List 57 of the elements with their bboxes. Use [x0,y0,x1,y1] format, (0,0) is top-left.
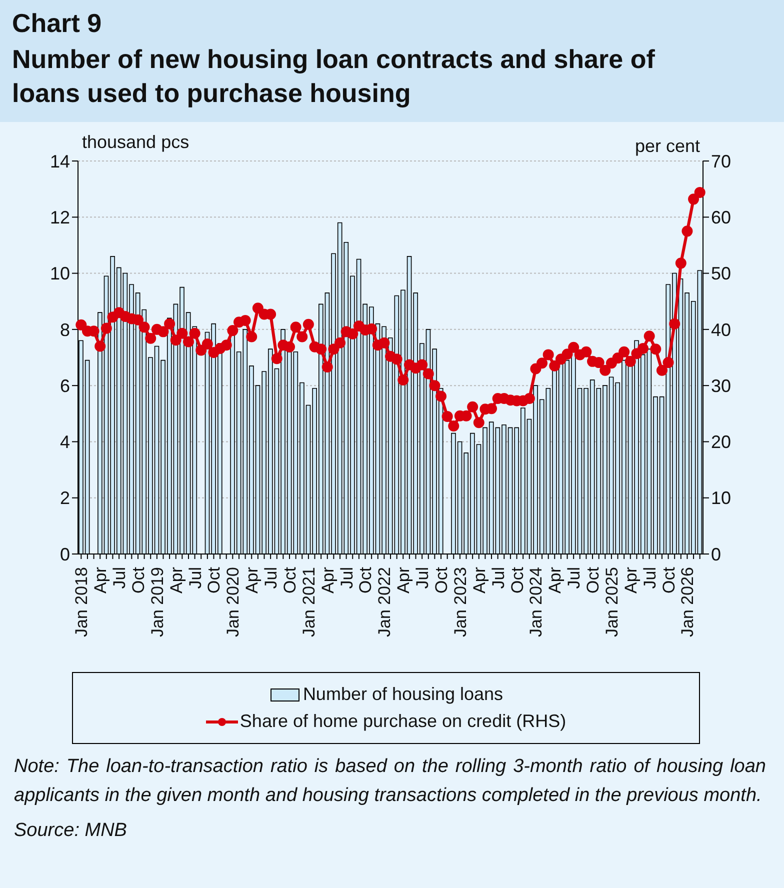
y2-tick-label: 0 [711,544,722,564]
x-tick-label: Apr [318,566,338,594]
y-tick-label: 10 [50,264,70,284]
y-tick-label: 4 [60,432,70,452]
x-tick-label: Jul [640,567,660,589]
text: Note: The loan-to-transaction ratio is based on the rolling 3-month ratio of housing loan applicants in the given month and housing transactions completed in the previous month. [14,755,766,808]
y2-axis-title: per cent [634,136,700,157]
x-tick-label: Jan 2025 [602,567,622,637]
y2-tick-label: 40 [711,320,732,340]
x-tick-label: Apr [166,566,186,594]
x-tick-label: Apr [621,566,640,594]
x-tick-label: Jan 2019 [148,567,167,637]
chart-subtitle: Number of new housing loan contracts and share of loans used to purchase housing [12,43,656,110]
y2-tick-label: 60 [711,208,732,228]
x-tick-label: Jul [413,567,432,589]
x-tick-label: Oct [659,566,678,594]
y2-tick-label: 30 [711,376,732,396]
chart-title: Chart 9 [12,8,102,39]
y-tick-label: 8 [60,320,70,340]
y2-tick-label: 70 [711,151,732,172]
x-tick-label: Jan 2024 [526,567,546,637]
x-tick-label: Oct [356,566,376,594]
legend-label: Share of home purchase on credit (RHS) [240,711,566,732]
y-tick-label: 0 [60,544,70,564]
y-axis-title: thousand pcs [82,132,190,153]
x-tick-label: Jan 2018 [72,567,92,637]
x-tick-label: Oct [584,566,603,594]
x-tick-label: Apr [394,566,414,594]
x-tick-label: Jan 2023 [450,567,470,637]
x-tick-label: Jan 2021 [299,567,318,637]
x-tick-label: Apr [470,566,489,594]
x-tick-label: Oct [280,566,300,594]
y2-tick-label: 50 [711,264,732,284]
x-tick-label: Jul [262,567,281,589]
x-tick-label: Apr [546,566,565,594]
legend-label: Number of housing loans [302,684,504,705]
y2-tick-label: 10 [711,488,732,508]
x-tick-label: Jul [564,567,584,589]
source-note: Source: MNB [14,819,128,843]
x-tick-label: Oct [204,566,224,594]
y-tick-label: 14 [50,151,70,172]
x-tick-label: Jul [337,567,356,589]
x-tick-label: Jan 2020 [224,567,243,637]
y-tick-label: 6 [60,376,70,396]
x-tick-label: Oct [508,566,527,594]
x-tick-label: Jul [488,567,508,589]
x-tick-label: Jan 2026 [678,567,698,637]
y-tick-label: 2 [60,488,70,508]
x-tick-label: Jul [186,567,205,589]
x-tick-label: Apr [242,566,262,594]
y-tick-label: 12 [50,208,70,228]
x-tick-label: Oct [128,566,148,594]
y2-tick-label: 20 [711,432,732,452]
x-tick-label: Apr [91,566,110,594]
x-tick-label: Jan 2022 [375,567,394,637]
x-tick-label: Jul [110,567,130,589]
x-tick-label: Oct [432,566,452,594]
